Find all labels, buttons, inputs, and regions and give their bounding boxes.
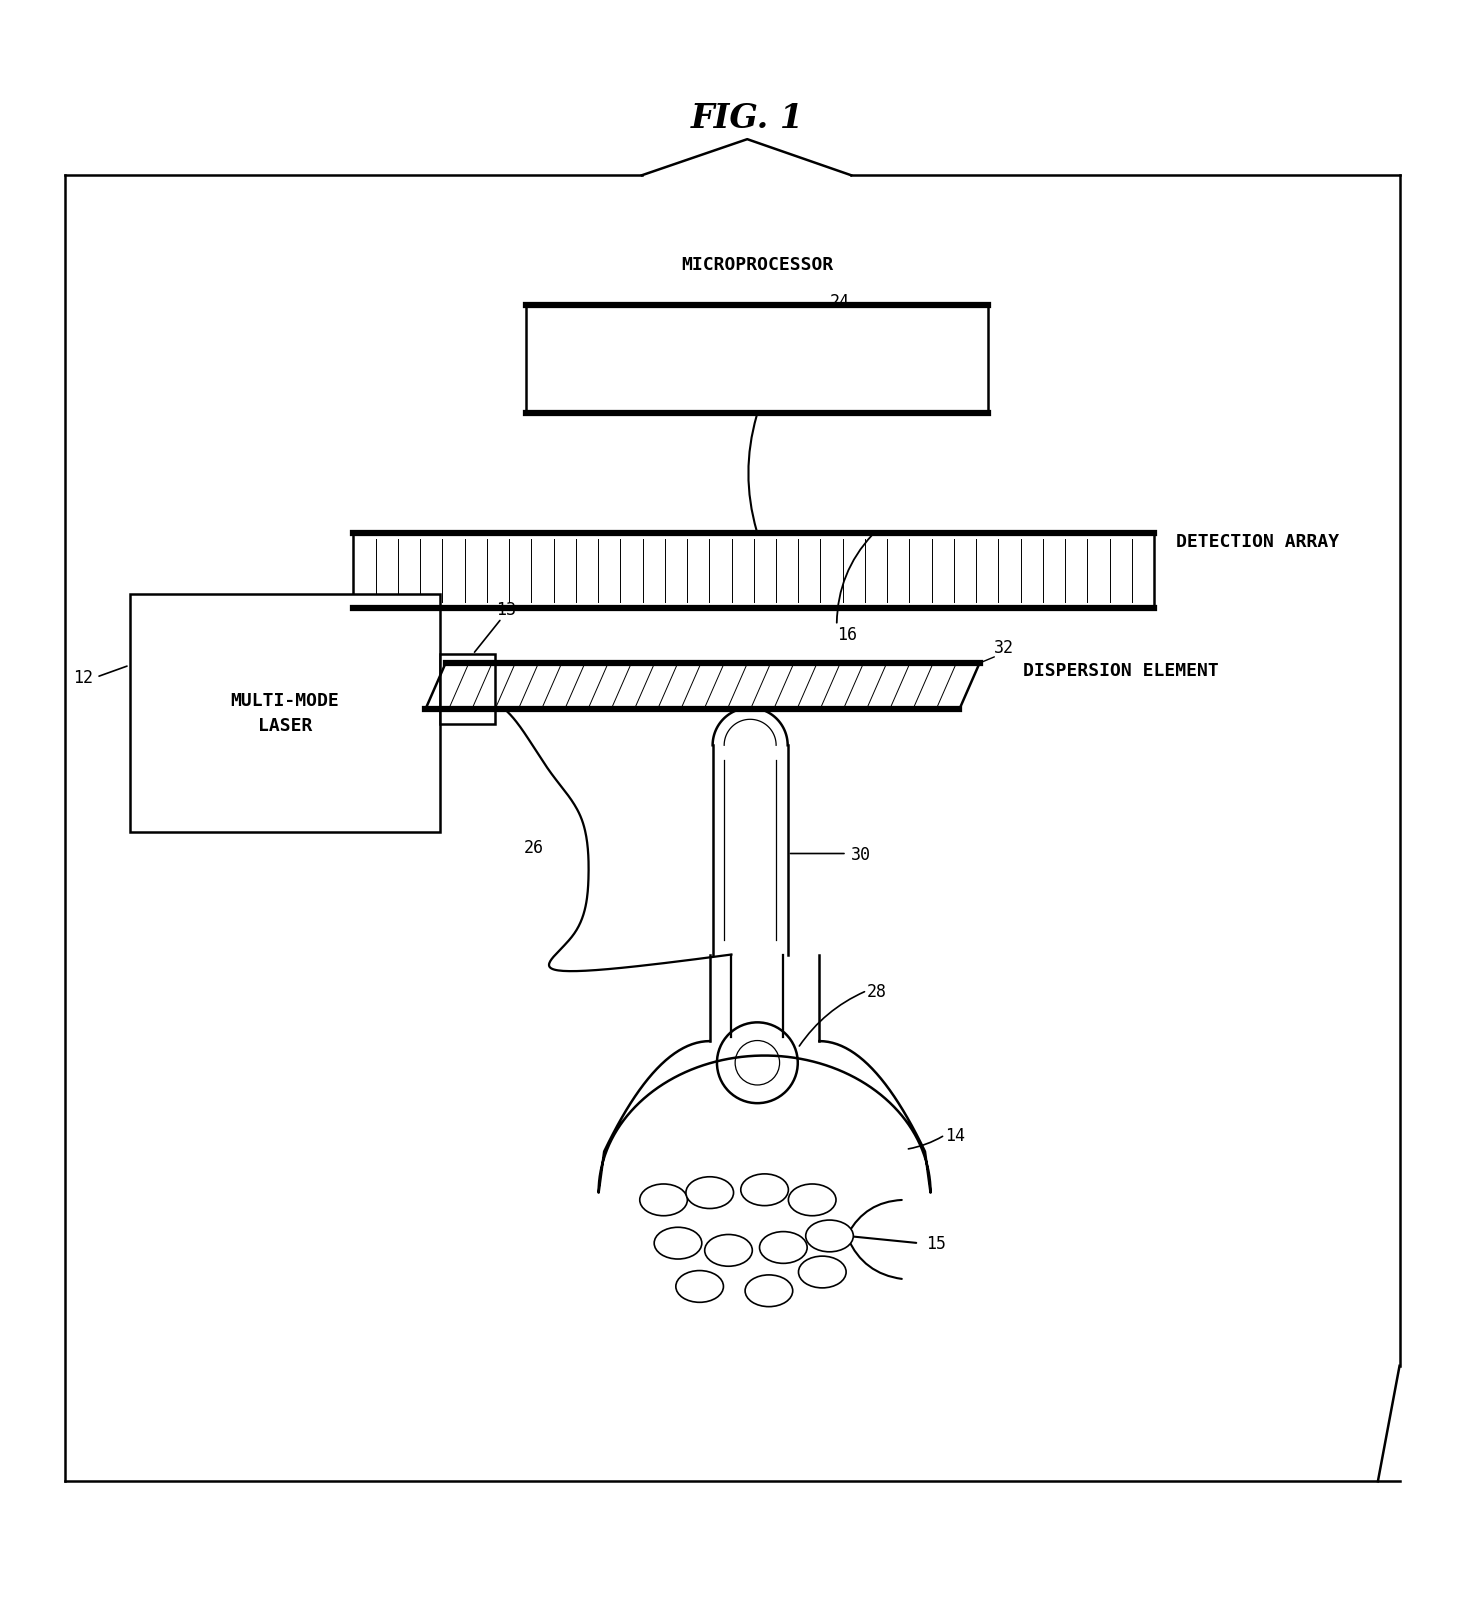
Ellipse shape: [788, 1184, 836, 1216]
Text: FIG. 1: FIG. 1: [691, 101, 804, 135]
Bar: [526, 305, 988, 415]
Ellipse shape: [676, 1271, 724, 1303]
Text: 14: 14: [946, 1127, 965, 1144]
Text: DETECTION ARRAY: DETECTION ARRAY: [1176, 534, 1339, 551]
Text: 32: 32: [994, 638, 1014, 656]
Ellipse shape: [745, 1274, 793, 1306]
Text: MULTI-MODE
LASER: MULTI-MODE LASER: [230, 693, 339, 734]
Text: 15: 15: [927, 1234, 946, 1252]
Text: 30: 30: [851, 845, 871, 863]
Ellipse shape: [759, 1233, 807, 1263]
Ellipse shape: [740, 1175, 788, 1205]
Text: DISPERSION ELEMENT: DISPERSION ELEMENT: [1023, 662, 1218, 680]
Text: 28: 28: [867, 982, 887, 1000]
Ellipse shape: [640, 1184, 688, 1216]
Ellipse shape: [806, 1220, 854, 1252]
Text: 12: 12: [73, 669, 93, 686]
Ellipse shape: [798, 1257, 847, 1289]
Ellipse shape: [705, 1234, 752, 1266]
Text: 26: 26: [523, 839, 543, 857]
Text: MICROPROCESSOR: MICROPROCESSOR: [682, 256, 833, 275]
Ellipse shape: [686, 1176, 733, 1208]
Bar: [353, 534, 1154, 609]
Bar: [440, 656, 495, 725]
Ellipse shape: [654, 1228, 702, 1260]
Text: 13: 13: [497, 601, 516, 619]
Bar: [130, 595, 440, 832]
Text: 24: 24: [829, 292, 849, 310]
Polygon shape: [425, 664, 979, 710]
Text: 16: 16: [836, 627, 857, 644]
